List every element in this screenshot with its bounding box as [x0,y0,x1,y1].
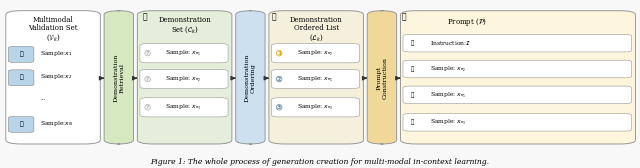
Text: 🖼: 🖼 [19,75,23,80]
Text: Demonstration: Demonstration [158,16,211,24]
FancyBboxPatch shape [140,69,228,89]
FancyBboxPatch shape [8,47,34,62]
FancyBboxPatch shape [403,114,632,131]
Text: 3: 3 [277,105,282,110]
Text: Sample: $x_{\pi_3}$: Sample: $x_{\pi_3}$ [297,102,333,112]
Text: Sample: $x_{\pi_2}$: Sample: $x_{\pi_2}$ [297,48,333,58]
Text: Prompt ($\mathcal{P}$): Prompt ($\mathcal{P}$) [447,16,487,28]
Text: Sample: $x_{\pi_1}$: Sample: $x_{\pi_1}$ [166,48,202,58]
FancyBboxPatch shape [140,44,228,63]
Text: Sample:$x_2$: Sample:$x_2$ [40,72,73,81]
Text: Sample: $x_{\pi_3}$: Sample: $x_{\pi_3}$ [166,102,202,112]
Text: ($\mathcal{L}_k$): ($\mathcal{L}_k$) [308,33,324,43]
Text: Sample: $x_{\pi_1}$: Sample: $x_{\pi_1}$ [297,74,333,84]
FancyBboxPatch shape [403,86,632,104]
Text: Sample: $x_{\pi_2}$: Sample: $x_{\pi_2}$ [430,64,466,74]
FancyBboxPatch shape [8,70,34,86]
Text: Sample: $x_{\pi_2}$: Sample: $x_{\pi_2}$ [166,74,202,84]
Text: Ordered List: Ordered List [294,24,339,32]
FancyBboxPatch shape [138,11,232,144]
Text: Figure 1: The whole process of generation creation for multi-modal in-context le: Figure 1: The whole process of generatio… [150,158,490,166]
FancyBboxPatch shape [8,116,34,132]
Text: 🔵: 🔵 [411,119,414,125]
FancyBboxPatch shape [140,98,228,117]
Text: Instruction:$\mathcal{I}$: Instruction:$\mathcal{I}$ [430,39,471,47]
Text: Multimodal: Multimodal [33,16,74,24]
Text: ?: ? [146,51,149,56]
Text: Sample:$x_N$: Sample:$x_N$ [40,119,74,128]
Text: 📄: 📄 [411,40,414,46]
FancyBboxPatch shape [403,60,632,78]
Text: Demonstration: Demonstration [290,16,342,24]
Text: 1: 1 [277,51,282,56]
Text: 📋: 📋 [402,13,406,22]
FancyBboxPatch shape [271,69,360,89]
FancyBboxPatch shape [236,11,265,144]
Text: Set ($\mathcal{C}_k$): Set ($\mathcal{C}_k$) [171,24,198,35]
Text: 🖼: 🖼 [19,121,23,127]
Text: ($\mathcal{V}_k$): ($\mathcal{V}_k$) [46,33,60,43]
Text: Validation Set: Validation Set [28,24,78,32]
Text: Demonstration
Ordering: Demonstration Ordering [245,54,256,102]
Text: 🟡: 🟡 [411,66,414,72]
Text: ?: ? [146,76,149,81]
Text: 💡: 💡 [143,13,147,22]
Text: 🖼: 🖼 [19,51,23,57]
FancyBboxPatch shape [403,34,632,52]
Text: 🔵: 🔵 [411,92,414,98]
FancyBboxPatch shape [271,44,360,63]
FancyBboxPatch shape [367,11,397,144]
Text: Sample: $x_{\pi_1}$: Sample: $x_{\pi_1}$ [430,90,466,100]
Text: 2: 2 [277,76,282,81]
Text: Prompt
Construction: Prompt Construction [376,57,387,99]
Text: 🔢: 🔢 [272,13,276,22]
FancyBboxPatch shape [6,11,100,144]
FancyBboxPatch shape [269,11,364,144]
FancyBboxPatch shape [104,11,134,144]
FancyBboxPatch shape [271,98,360,117]
Text: Sample:$x_1$: Sample:$x_1$ [40,49,73,58]
FancyBboxPatch shape [401,11,636,144]
Text: ...: ... [40,96,46,101]
Text: Demonstration
Retrieval: Demonstration Retrieval [113,54,124,102]
Text: Sample: $x_{\pi_3}$: Sample: $x_{\pi_3}$ [430,118,466,127]
Text: ?: ? [146,105,149,110]
